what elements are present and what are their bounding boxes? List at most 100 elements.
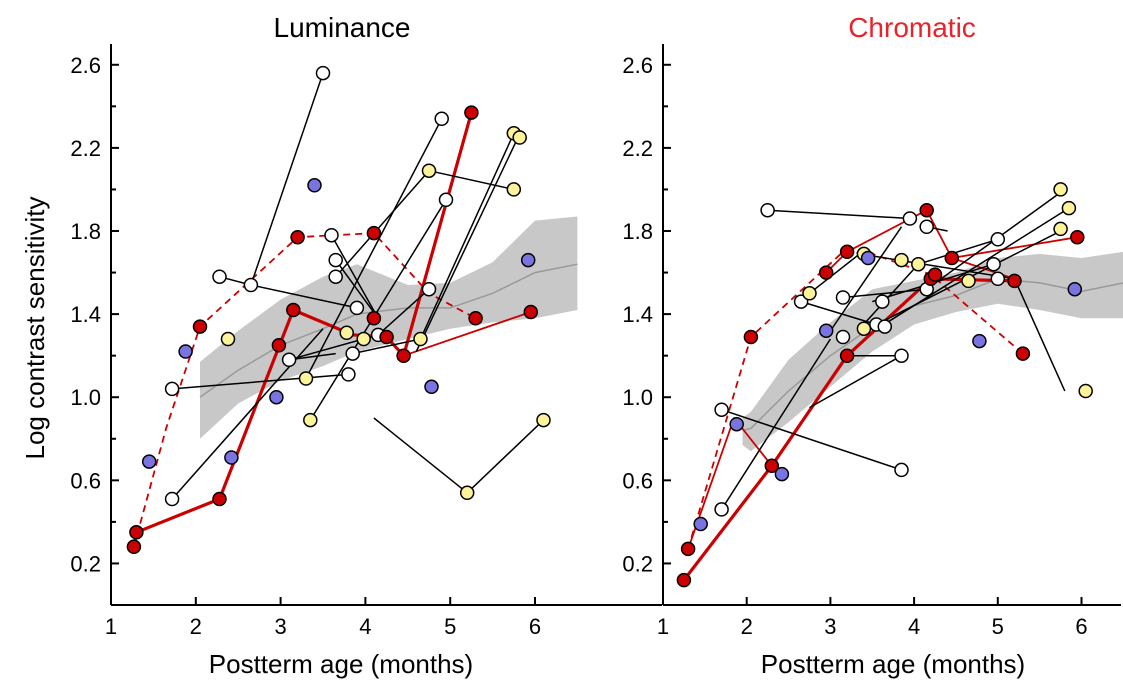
data-point-red	[379, 329, 394, 345]
y-tick-label: 1.4	[622, 302, 653, 327]
data-point-yellow	[421, 163, 437, 178]
series-line-black	[800, 300, 877, 326]
data-point-yellow	[961, 273, 976, 289]
x-tick-label: 6	[529, 614, 541, 639]
series-line-black	[720, 338, 832, 510]
data-point-yellow	[506, 182, 522, 197]
x-tick-label: 3	[824, 614, 836, 639]
data-point-yellow	[911, 256, 926, 272]
data-point-yellow	[856, 321, 872, 336]
data-point-red	[366, 311, 382, 326]
data-point-white	[328, 269, 343, 284]
data-point-red	[396, 348, 411, 363]
y-axis-label: Log contrast sensitivity	[20, 196, 50, 459]
data-point-yellow	[220, 331, 236, 347]
data-point-red	[944, 250, 960, 266]
data-point-white	[345, 346, 360, 361]
data-point-white	[164, 491, 180, 507]
data-point-red	[680, 541, 696, 557]
data-point-red	[764, 458, 780, 474]
data-point-white	[349, 300, 365, 316]
y-tick-label: 2.6	[70, 53, 101, 78]
x-axis-label-luminance: Postterm age (months)	[209, 649, 473, 679]
data-point-blue	[693, 516, 708, 532]
data-point-red	[919, 202, 934, 218]
data-point-white	[281, 352, 297, 368]
y-tick-label: 0.6	[70, 468, 101, 493]
data-point-blue	[424, 379, 439, 395]
data-point-white	[902, 211, 918, 226]
data-point-yellow	[512, 130, 527, 145]
data-point-red	[1070, 229, 1085, 245]
data-point-white	[894, 348, 909, 363]
band-mean-line	[199, 263, 578, 398]
data-point-yellow	[1078, 383, 1093, 399]
data-point-blue	[307, 178, 322, 193]
data-point-white	[835, 329, 851, 345]
y-tick-label: 1.0	[70, 385, 101, 410]
series-line-red-thin	[403, 311, 532, 357]
series-line-black	[305, 118, 443, 379]
series-line-black	[250, 284, 358, 309]
data-point-red	[271, 338, 287, 353]
data-point-yellow	[303, 412, 318, 428]
data-point-red	[212, 491, 227, 507]
data-point-white	[243, 277, 259, 293]
series-line-black	[415, 137, 519, 352]
series-line-black	[373, 417, 545, 494]
data-point-red	[676, 572, 692, 588]
x-tick-label: 2	[190, 614, 202, 639]
chromatic-title: Chromatic	[848, 12, 976, 43]
data-point-white	[894, 462, 909, 478]
series-line-black	[335, 169, 514, 278]
series-line-black	[219, 72, 324, 286]
data-point-white	[438, 192, 454, 208]
y-tick-label: 0.2	[622, 551, 653, 576]
data-point-red	[743, 329, 759, 345]
x-tick-label: 6	[1075, 614, 1087, 639]
data-point-white	[324, 227, 339, 243]
data-point-yellow	[339, 325, 354, 341]
y-tick-label: 2.2	[70, 136, 101, 161]
data-point-yellow	[536, 412, 551, 428]
data-point-blue	[860, 250, 876, 266]
series-line-black	[767, 209, 910, 220]
x-tick-label: 5	[444, 614, 456, 639]
y-tick-label: 0.6	[622, 468, 653, 493]
series-line-red-thin	[951, 236, 1078, 259]
data-point-yellow	[1053, 221, 1068, 237]
y-tick-label: 1.8	[622, 219, 653, 244]
data-point-red	[290, 229, 305, 245]
data-point-white	[315, 65, 331, 81]
data-point-yellow	[1053, 182, 1068, 197]
series-line-black	[809, 355, 902, 409]
series-line-black	[330, 234, 379, 319]
data-point-blue	[1067, 281, 1083, 297]
x-tick-label: 1	[657, 614, 669, 639]
series-line-black	[825, 226, 903, 338]
data-point-red	[286, 302, 301, 318]
y-tick-label: 0.2	[70, 551, 101, 576]
series-line-black	[335, 259, 379, 319]
data-point-yellow	[894, 252, 909, 268]
y-tick-label: 1.8	[70, 219, 101, 244]
data-point-white	[714, 402, 729, 417]
x-axis-label-chromatic: Postterm age (months)	[761, 649, 1025, 679]
data-point-red	[927, 267, 943, 282]
data-point-yellow	[459, 485, 475, 501]
data-point-blue	[141, 454, 157, 469]
data-point-white	[835, 290, 851, 305]
data-point-blue	[224, 450, 239, 465]
y-tick-label: 2.6	[622, 53, 653, 78]
y-tick-label: 2.2	[622, 136, 653, 161]
y-tick-label: 1.4	[70, 302, 101, 327]
series-line-black	[172, 373, 349, 390]
data-point-red	[468, 311, 483, 326]
data-point-white	[875, 294, 890, 309]
x-tick-label: 1	[105, 614, 117, 639]
series-line-black	[289, 352, 336, 361]
data-point-yellow	[413, 331, 428, 347]
data-point-white	[877, 319, 893, 334]
chromatic-panel: Chromatic Postterm age (months) 0.2 0.6 1.…	[622, 12, 1123, 679]
